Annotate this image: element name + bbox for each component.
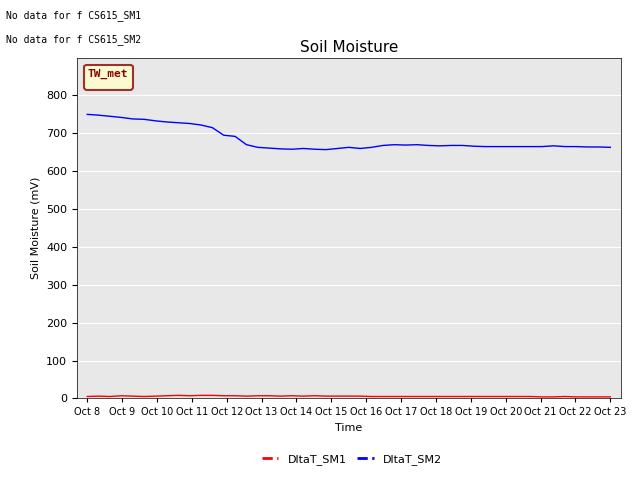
Legend:  xyxy=(84,64,132,90)
Y-axis label: Soil Moisture (mV): Soil Moisture (mV) xyxy=(30,177,40,279)
Text: No data for f CS615_SM1: No data for f CS615_SM1 xyxy=(6,10,141,21)
Legend: DltaT_SM1, DltaT_SM2: DltaT_SM1, DltaT_SM2 xyxy=(257,450,447,469)
Title: Soil Moisture: Soil Moisture xyxy=(300,40,398,55)
X-axis label: Time: Time xyxy=(335,423,362,433)
Text: No data for f CS615_SM2: No data for f CS615_SM2 xyxy=(6,34,141,45)
